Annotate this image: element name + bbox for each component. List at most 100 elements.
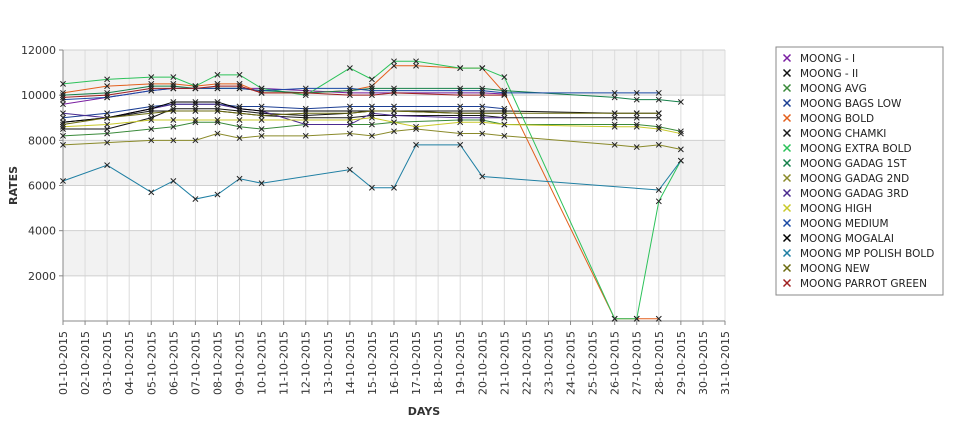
data-point [368, 114, 375, 121]
data-point [346, 121, 353, 128]
x-tick-label: 30-10-2015 [697, 331, 710, 395]
legend-label: MOONG - I [800, 53, 855, 65]
data-point [457, 92, 464, 99]
x-tick-label: 03-10-2015 [101, 331, 114, 395]
data-point [368, 103, 375, 110]
data-point [236, 135, 243, 142]
gridlines [62, 49, 726, 321]
data-point [391, 85, 397, 92]
data-point [170, 108, 177, 114]
data-point [479, 92, 486, 99]
data-point [611, 123, 618, 130]
data-point [501, 108, 508, 114]
data-point [413, 141, 420, 148]
x-tick-label: 23-10-2015 [542, 331, 555, 395]
data-point [633, 96, 640, 103]
data-point [170, 83, 177, 90]
series-8 [60, 126, 684, 153]
data-point [258, 103, 265, 110]
x-axis-title: DAYS [408, 405, 441, 418]
data-point [479, 108, 486, 114]
legend-label: MOONG BOLD [800, 113, 874, 125]
x-tick-label: 29-10-2015 [675, 331, 688, 395]
data-point [346, 130, 353, 137]
data-point [60, 101, 66, 108]
legend-marker [782, 263, 792, 273]
x-tick-label: 31-10-2015 [719, 331, 732, 395]
legend-marker [782, 98, 792, 108]
series-3 [60, 101, 508, 121]
data-point [60, 178, 66, 184]
data-point [457, 141, 464, 148]
data-point [391, 62, 397, 69]
legend-label: MOONG GADAG 2ND [800, 173, 909, 185]
data-point [479, 117, 486, 123]
data-point [633, 315, 640, 322]
data-point [655, 110, 662, 117]
data-point [368, 132, 375, 139]
data-point [501, 89, 508, 96]
legend-label: MOONG BAGS LOW [800, 98, 902, 110]
data-point [677, 157, 684, 164]
x-tick-label: 07-10-2015 [189, 331, 202, 395]
x-tick-label: 27-10-2015 [631, 331, 644, 395]
x-tick-label: 02-10-2015 [79, 331, 92, 395]
data-point [457, 103, 464, 110]
data-point [192, 196, 199, 203]
data-point [655, 198, 662, 205]
legend-marker [782, 143, 792, 153]
legend-marker [782, 218, 792, 228]
data-point [170, 178, 177, 184]
data-point [501, 110, 508, 117]
legend-marker [782, 53, 792, 63]
data-point [236, 117, 243, 123]
data-point [302, 117, 309, 123]
data-point [170, 98, 177, 105]
data-point [170, 123, 177, 130]
data-point [148, 117, 155, 123]
data-point [611, 110, 618, 117]
data-point [236, 71, 243, 78]
data-point [192, 105, 199, 112]
data-point [346, 166, 353, 173]
data-point [479, 119, 486, 126]
data-point [60, 96, 66, 103]
data-point [677, 98, 684, 105]
data-point [346, 92, 353, 99]
data-point [148, 105, 155, 112]
series-14 [60, 108, 662, 128]
data-point [457, 85, 464, 92]
data-point [633, 121, 640, 128]
data-point [104, 110, 111, 117]
data-point [501, 105, 508, 112]
data-point [302, 105, 309, 112]
data-point [391, 103, 397, 110]
data-point [655, 315, 662, 322]
data-point [192, 108, 199, 114]
data-point [170, 105, 177, 112]
legend-label: MOONG PARROT GREEN [800, 278, 927, 290]
x-tick-label: 15-10-2015 [366, 331, 379, 395]
data-point [214, 71, 221, 78]
series-line [62, 128, 681, 150]
data-point [479, 130, 486, 137]
legend-marker [782, 128, 792, 138]
legend-marker [782, 68, 792, 78]
data-point [302, 89, 309, 96]
legend-label: MOONG EXTRA BOLD [800, 143, 912, 155]
data-point [258, 117, 265, 123]
data-point [60, 110, 66, 117]
data-point [501, 92, 508, 99]
data-point [104, 83, 111, 90]
legend-label: MOONG MEDIUM [800, 218, 889, 230]
x-tick-label: 24-10-2015 [565, 331, 578, 395]
data-point [236, 105, 243, 112]
data-point [170, 137, 177, 144]
data-point [457, 87, 464, 94]
data-point [258, 180, 265, 187]
data-point [214, 117, 221, 123]
x-tick-label: 28-10-2015 [653, 331, 666, 395]
data-point [236, 83, 243, 90]
data-point [501, 121, 508, 128]
legend-marker [782, 83, 792, 93]
